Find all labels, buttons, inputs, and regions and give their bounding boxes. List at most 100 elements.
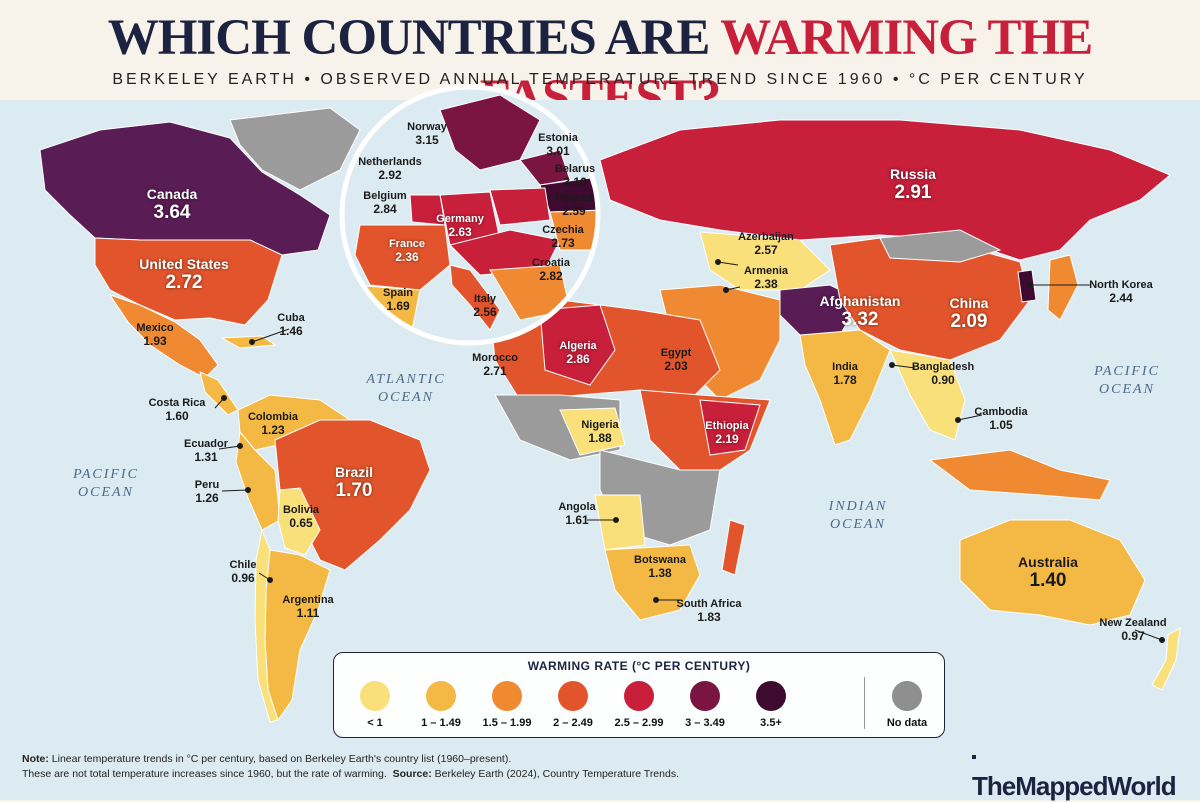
india-shape [799,329,891,446]
pacific-w-line-2: OCEAN [78,485,134,500]
legend-swatch [690,681,720,711]
legend-label: 2 – 2.49 [553,717,593,729]
country-name: Ecuador [183,437,229,450]
russia-shape [599,119,1171,261]
country-value: 3.15 [415,132,439,147]
country-label-ecuador: Ecuador 1.31 [184,438,228,464]
country-label-mexico: Mexico 1.93 [136,322,173,348]
new-zealand-shape [1151,627,1181,691]
country-name: Croatia [532,256,570,269]
indonesia-shape [928,449,1111,501]
italy-shape [449,264,501,331]
country-label-armenia: Armenia 2.38 [744,265,788,291]
country-label-france: France 2.36 [389,238,425,264]
country-name: Germany [436,212,484,225]
legend-label: 1.5 – 1.99 [482,717,532,729]
country-name: Colombia [247,410,299,423]
algeria-shape [539,304,616,386]
country-value: 1.78 [833,372,857,387]
country-name: Italy [473,292,497,305]
country-value: 2.63 [448,224,472,239]
bolivia-shape [277,487,321,556]
country-name: Norway [407,120,447,133]
country-name: Cambodia [974,405,1028,418]
legend-label: 3 – 3.49 [685,717,725,729]
country-name: North Korea [1089,278,1153,291]
country-value: 2.44 [1109,290,1133,305]
country-value: 1.40 [1029,570,1067,592]
country-value: 1.31 [194,449,218,464]
country-label-nigeria: Nigeria 1.88 [581,419,618,445]
country-value: 0.65 [289,515,313,530]
country-label-poland: Poland 2.59 [556,192,593,218]
southeast-asia-shape [889,349,966,441]
country-value: 0.90 [931,372,955,387]
country-label-botswana: Botswana 1.38 [634,554,686,580]
country-label-belgium: Belgium 2.84 [363,190,406,216]
country-label-russia: Russia 2.91 [890,166,936,204]
country-value: 0.97 [1121,628,1145,643]
indian-line-1: INDIAN [828,499,888,514]
country-value: 0.96 [231,570,255,585]
country-value: 1.38 [648,565,672,580]
korea-shape [1017,269,1037,303]
country-label-peru: Peru 1.26 [195,479,219,505]
legend-item-3: 1.5 – 1.99 [472,681,542,729]
country-value: 2.91 [894,182,932,204]
legend-swatch [360,681,390,711]
country-value: 2.59 [562,203,586,218]
ocean-label-indian: INDIAN OCEAN [829,498,888,534]
canada-shape [39,121,331,256]
legend-item-4: 2 – 2.49 [538,681,608,729]
country-name: Afghanistan [819,293,901,310]
legend-label: No data [886,717,928,729]
legend-item-no-data: No data [872,681,942,729]
legend-swatch [426,681,456,711]
country-name: New Zealand [1099,616,1167,629]
country-name: United States [139,256,229,273]
country-label-south-africa: South Africa 1.83 [677,598,742,624]
legend-divider [864,677,865,729]
country-value: 3.64 [153,202,191,224]
leader-lines [214,259,1165,643]
greenland-shape [229,107,361,191]
legend-title: WARMING RATE (°C PER CENTURY) [527,659,751,673]
note-line-2: These are not total temperature increase… [22,768,387,780]
pacific-w-line-1: PACIFIC [73,467,139,482]
country-value: 2.57 [754,242,778,257]
country-label-bolivia: Bolivia 0.65 [283,504,319,530]
country-name: Bolivia [282,503,320,516]
country-value: 1.11 [296,605,320,620]
country-name: India [832,360,858,373]
country-label-spain: Spain 1.69 [383,287,413,313]
country-value: 1.26 [195,490,219,505]
country-label-brazil: Brazil 1.70 [335,464,373,502]
pacific-e-line-2: OCEAN [1099,382,1155,397]
legend-swatch [492,681,522,711]
country-name: Costa Rica [148,396,206,409]
country-label-chile: Chile 0.96 [230,559,257,585]
country-name: Canada [146,186,198,203]
country-name: Angola [558,500,596,513]
country-label-germany: Germany 2.63 [436,213,484,239]
country-name: Russia [890,166,936,183]
chile-shape [254,528,279,723]
country-value: 1.88 [588,430,612,445]
country-name: Botswana [634,553,686,566]
baltics-shape [519,149,571,186]
country-value: 2.84 [373,201,397,216]
country-value: 2.71 [483,363,507,378]
country-name: Cuba [277,311,305,324]
country-name: Algeria [559,339,597,352]
country-label-costa-rica: Costa Rica 1.60 [149,397,206,423]
country-name: Belgium [363,189,407,202]
central-america-shape [199,371,239,416]
country-value: 1.60 [165,408,189,423]
country-value: 1.05 [989,417,1013,432]
australia-shape [959,519,1146,626]
atlantic-line-1: ATLANTIC [366,372,446,387]
country-value: 2.56 [473,304,497,319]
country-label-india: India 1.78 [832,361,858,387]
country-name: South Africa [676,597,742,610]
country-value: 2.36 [395,249,419,264]
